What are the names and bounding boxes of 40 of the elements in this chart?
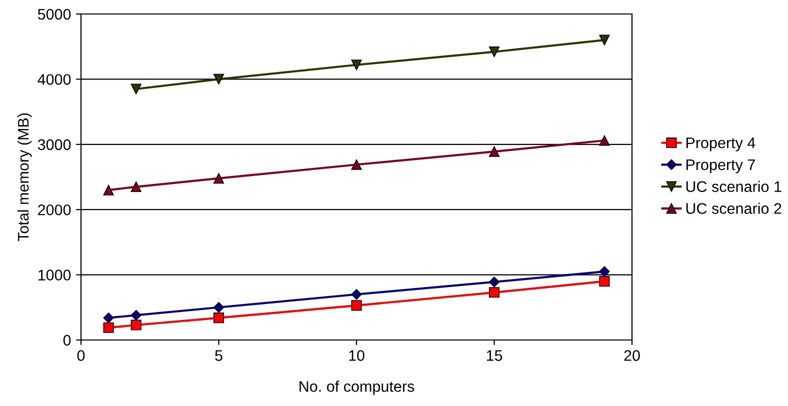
- legend-label: Property 7: [686, 160, 755, 174]
- point: [213, 173, 224, 184]
- x-tick-label: 5: [215, 350, 222, 361]
- point: [213, 312, 224, 324]
- point: [599, 34, 610, 46]
- point: [103, 184, 114, 196]
- point: [130, 182, 142, 192]
- point: [351, 289, 362, 300]
- point: [213, 74, 224, 84]
- x-tick-label: 0: [77, 350, 85, 361]
- point: [488, 276, 500, 288]
- legend-label: Property 4: [686, 138, 756, 152]
- point: [103, 322, 114, 333]
- x-tick-label: 15: [486, 350, 502, 361]
- point: [130, 84, 142, 94]
- point: [488, 146, 500, 157]
- point: [599, 135, 610, 146]
- y-tick-label: 2000: [38, 204, 71, 216]
- x-tick-label: 20: [624, 350, 640, 361]
- y-tick-label: 0: [63, 334, 71, 346]
- point: [130, 310, 142, 321]
- x-axis-title: No. of computers: [300, 380, 414, 395]
- legend-label: UC scenario 2: [686, 202, 782, 214]
- y-tick-label: 5000: [38, 8, 71, 20]
- point: [351, 60, 362, 70]
- point: [599, 266, 610, 277]
- point: [351, 300, 362, 311]
- y-tick-label: 4000: [38, 74, 71, 85]
- y-axis-title: Total memory (MB): [17, 113, 32, 242]
- point: [599, 276, 610, 287]
- y-tick-label: 1000: [38, 270, 71, 280]
- point: [130, 320, 142, 330]
- point: [488, 46, 500, 58]
- point: [488, 287, 500, 298]
- point: [351, 159, 362, 170]
- point: [103, 312, 114, 324]
- legend-label: UC scenario 1: [686, 180, 782, 192]
- y-tick-label: 3000: [38, 139, 71, 150]
- x-tick-label: 10: [349, 350, 364, 361]
- point: [213, 302, 224, 313]
